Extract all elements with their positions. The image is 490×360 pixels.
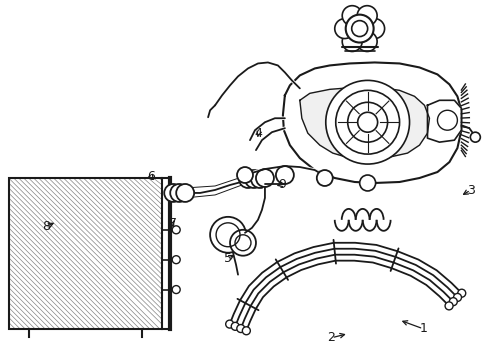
Circle shape xyxy=(342,32,362,51)
Circle shape xyxy=(326,80,410,164)
Text: 7: 7 xyxy=(169,217,177,230)
Circle shape xyxy=(365,19,385,39)
Text: 4: 4 xyxy=(255,127,263,140)
Circle shape xyxy=(357,32,377,51)
Text: 8: 8 xyxy=(42,220,50,233)
Polygon shape xyxy=(283,62,462,183)
Circle shape xyxy=(335,19,355,39)
Circle shape xyxy=(172,285,180,293)
Circle shape xyxy=(342,6,362,26)
Circle shape xyxy=(251,170,269,188)
Circle shape xyxy=(231,322,239,330)
Bar xyxy=(9,178,162,329)
Circle shape xyxy=(245,170,263,188)
Circle shape xyxy=(445,302,453,310)
Circle shape xyxy=(237,325,245,333)
Circle shape xyxy=(243,327,250,335)
Bar xyxy=(9,178,162,329)
Polygon shape xyxy=(300,87,429,159)
Circle shape xyxy=(470,132,480,142)
Text: 9: 9 xyxy=(279,178,287,191)
Circle shape xyxy=(170,184,188,202)
Circle shape xyxy=(454,293,462,301)
Circle shape xyxy=(357,6,377,26)
Text: 5: 5 xyxy=(224,252,232,265)
Circle shape xyxy=(172,256,180,264)
Polygon shape xyxy=(427,100,462,142)
Circle shape xyxy=(346,15,374,42)
Circle shape xyxy=(210,217,246,253)
Circle shape xyxy=(226,320,234,328)
Circle shape xyxy=(458,289,466,297)
Circle shape xyxy=(164,184,182,202)
Circle shape xyxy=(449,298,457,306)
Text: 3: 3 xyxy=(467,184,475,197)
Circle shape xyxy=(239,170,257,188)
Circle shape xyxy=(176,184,194,202)
Text: 6: 6 xyxy=(147,170,155,183)
Circle shape xyxy=(230,230,256,256)
Circle shape xyxy=(256,169,274,187)
Circle shape xyxy=(317,170,333,186)
Text: 2: 2 xyxy=(327,331,336,344)
Circle shape xyxy=(276,166,294,184)
Circle shape xyxy=(237,167,253,183)
Circle shape xyxy=(172,226,180,234)
Text: 1: 1 xyxy=(419,322,427,335)
Circle shape xyxy=(360,175,376,191)
